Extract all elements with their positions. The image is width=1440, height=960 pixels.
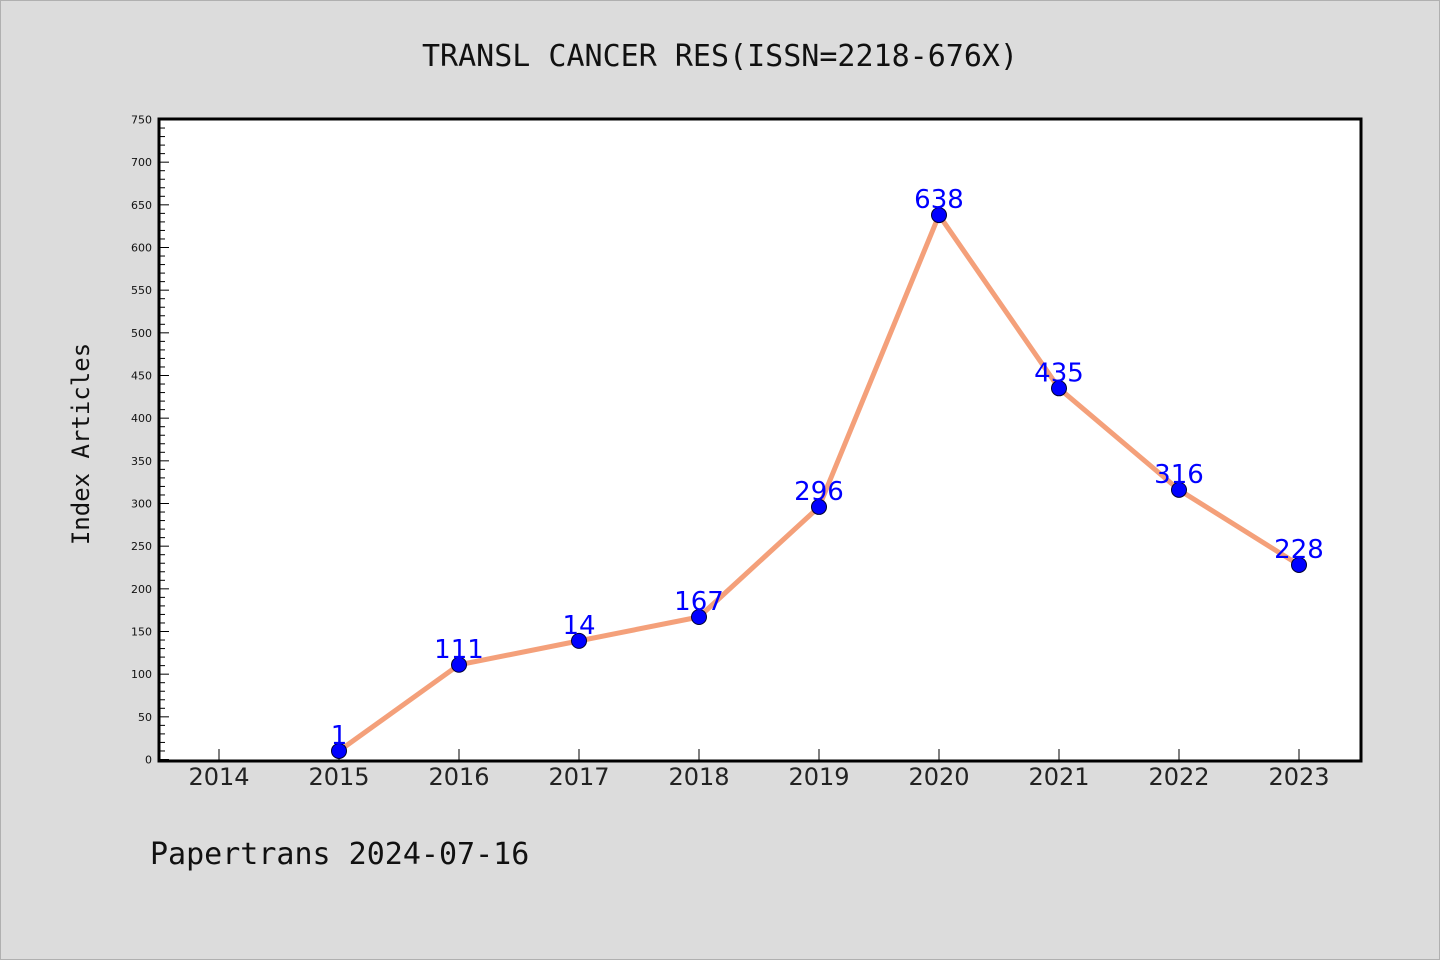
data-label: 228	[1274, 535, 1324, 565]
y-tick-label: 300	[131, 498, 152, 511]
y-tick-label: 100	[131, 668, 152, 681]
data-point-marker	[931, 207, 947, 224]
y-tick-label: 600	[131, 242, 152, 255]
y-tick-label: 750	[131, 114, 152, 127]
data-label: 14	[562, 611, 595, 641]
data-point-marker	[571, 632, 587, 649]
x-tick-label: 2023	[1268, 763, 1329, 791]
data-label: 111	[434, 635, 484, 665]
y-tick-label: 650	[131, 199, 152, 212]
data-label: 1	[331, 721, 348, 751]
x-tick-label: 2014	[188, 763, 249, 791]
x-tick-label: 2018	[668, 763, 729, 791]
y-tick-label: 400	[131, 412, 152, 425]
y-tick-label: 0	[145, 754, 152, 767]
x-tick-label: 2016	[428, 763, 489, 791]
y-tick-label: 200	[131, 583, 152, 596]
x-tick-label: 2021	[1028, 763, 1089, 791]
data-point-marker	[1291, 556, 1307, 573]
y-tick-label: 150	[131, 626, 152, 639]
footer-source-date: Papertrans 2024-07-16	[150, 837, 529, 872]
y-tick-label: 550	[131, 284, 152, 297]
x-tick-label: 2022	[1148, 763, 1209, 791]
data-point-marker	[451, 656, 467, 673]
chart-title: TRANSL CANCER RES(ISSN=2218-676X)	[422, 39, 1018, 74]
plot-area	[157, 117, 1363, 763]
y-axis: 0 50 100 150 200 250 300 350 400 450 500 550 600 650 7…	[131, 114, 169, 767]
x-tick-label: 2015	[308, 763, 369, 791]
data-label: 167	[674, 587, 724, 617]
x-tick-label: 2019	[788, 763, 849, 791]
x-axis: 2014 2015 2016 2017 2018 2019 2020 2021 2022 2023	[188, 749, 1330, 791]
y-axis-label: Index Articles	[67, 343, 95, 545]
data-label: 296	[794, 477, 844, 507]
y-tick-label: 700	[131, 156, 152, 169]
data-point-marker	[811, 498, 827, 515]
x-tick-label: 2017	[548, 763, 609, 791]
series-index-articles	[331, 207, 1307, 759]
y-tick-label: 250	[131, 540, 152, 553]
data-point-marker	[1051, 380, 1067, 397]
data-label: 316	[1154, 460, 1204, 490]
data-point-marker	[331, 742, 347, 759]
y-tick-label: 350	[131, 455, 152, 468]
y-tick-label: 50	[138, 711, 152, 724]
y-tick-label: 450	[131, 370, 152, 383]
data-label: 638	[914, 185, 964, 215]
data-point-marker	[1171, 481, 1187, 498]
data-point-marker	[691, 608, 707, 625]
x-tick-label: 2020	[908, 763, 969, 791]
data-label: 435	[1034, 358, 1084, 388]
y-tick-label: 500	[131, 327, 152, 340]
